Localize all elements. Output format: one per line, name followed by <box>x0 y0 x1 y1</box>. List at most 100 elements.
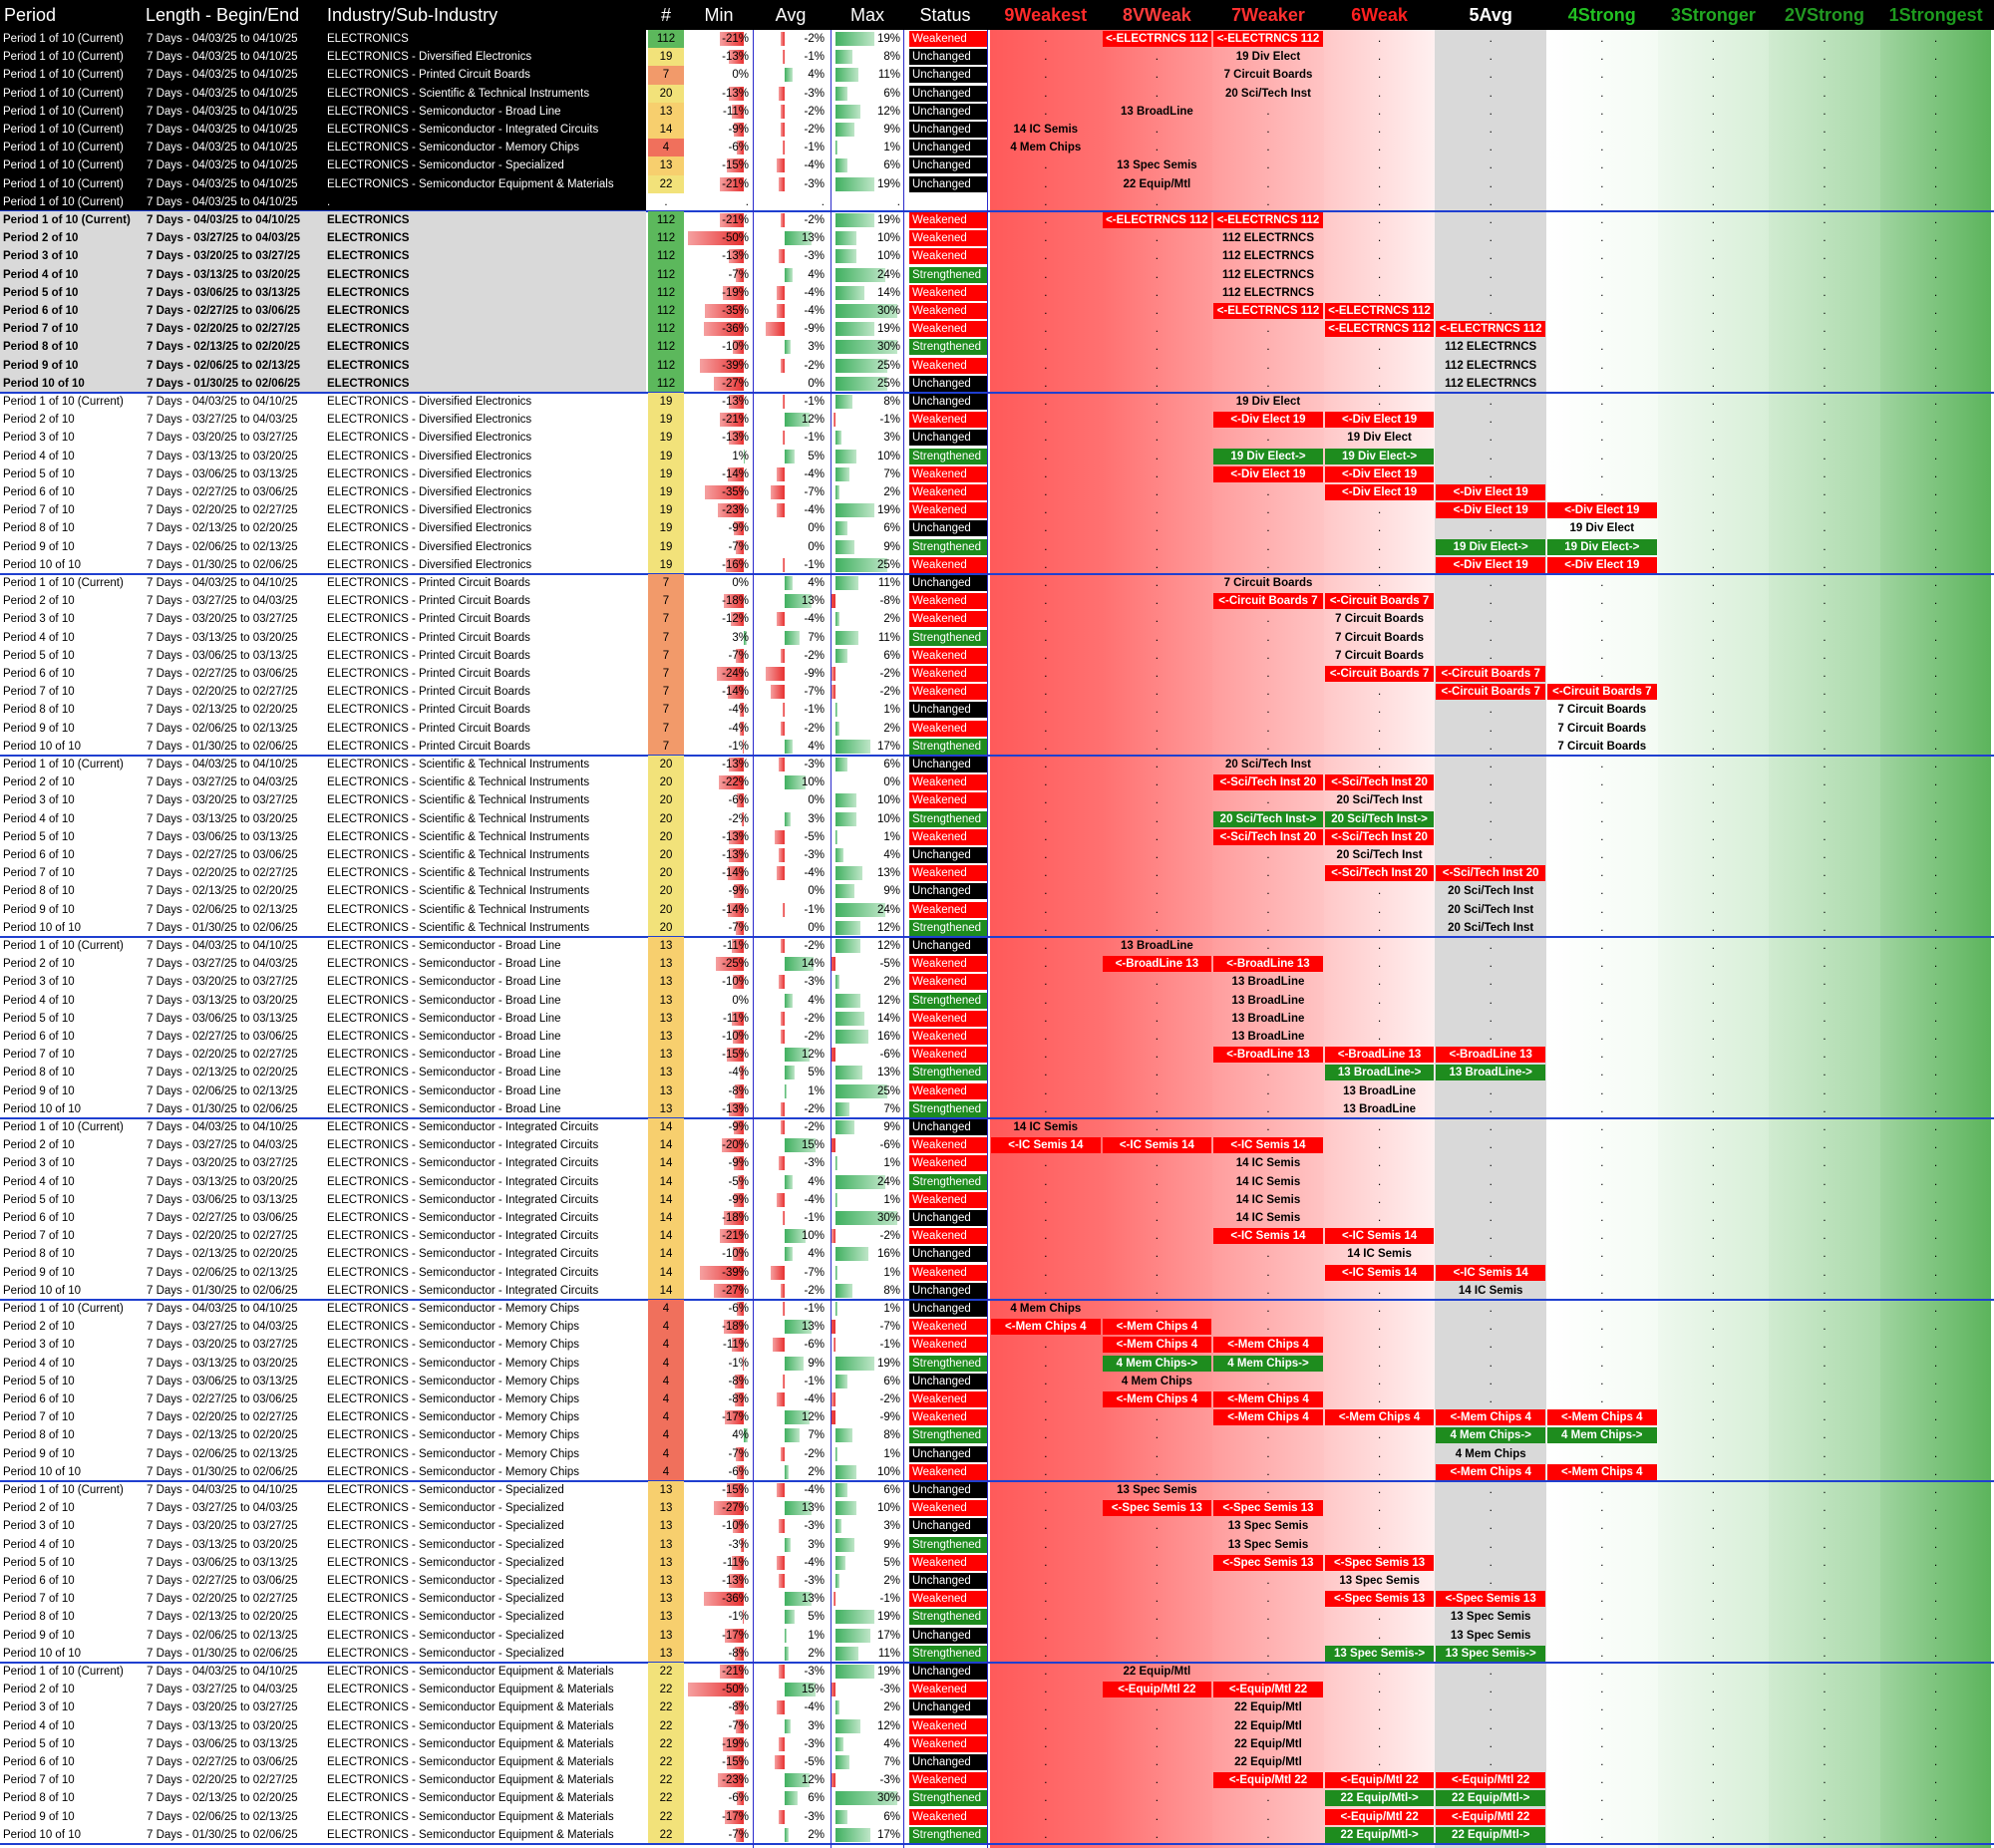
avg-cell: 0% <box>754 882 828 900</box>
min-cell: -13% <box>686 828 752 846</box>
avg-cell: 5% <box>754 1064 828 1081</box>
min-cell-value: -7% <box>729 919 749 937</box>
table-row: Period 3 of 107 Days - 03/20/25 to 03/27… <box>0 1517 1994 1535</box>
max-cell-value: 19% <box>877 501 900 519</box>
rank-empty-cell: . <box>1258 556 1278 574</box>
avg-cell: 3% <box>754 810 828 828</box>
max-cell-value: 17% <box>877 738 900 756</box>
avg-cell-value: 4% <box>808 1173 825 1191</box>
rank-pill: 19 Div Elect-> <box>1547 539 1657 555</box>
avg-cell-bar <box>785 812 791 826</box>
table-row: Period 9 of 107 Days - 02/06/25 to 02/13… <box>0 1082 1994 1100</box>
min-cell: -9% <box>686 882 752 900</box>
length-cell: 7 Days - 02/20/25 to 02/27/25 <box>147 320 326 338</box>
rank-empty-cell: . <box>1147 1046 1166 1064</box>
period-cell: Period 2 of 10 <box>3 955 145 973</box>
max-cell: 2% <box>831 720 903 738</box>
max-cell-value: 1% <box>883 701 900 719</box>
max-cell-value: 17% <box>877 1627 900 1645</box>
table-row: Period 2 of 107 Days - 03/27/25 to 04/03… <box>0 1136 1994 1154</box>
max-cell: 4% <box>831 846 903 864</box>
status-badge: Weakened <box>909 1011 987 1027</box>
rank-pill: 22 Equip/Mtl <box>1103 176 1212 192</box>
table-row: Period 6 of 107 Days - 02/27/25 to 03/06… <box>0 1028 1994 1046</box>
rank-empty-cell: . <box>1147 1227 1166 1245</box>
length-cell: 7 Days - 03/06/25 to 03/13/25 <box>147 465 326 483</box>
rank-empty-cell: . <box>1258 919 1278 937</box>
industry-cell: ELECTRONICS <box>327 266 644 284</box>
min-cell-value: -6% <box>729 1789 749 1807</box>
table-row: Period 5 of 107 Days - 03/06/25 to 03/13… <box>0 1191 1994 1209</box>
rank-pill: <-BroadLine 13 <box>1213 956 1323 972</box>
table-row: Period 1 of 10 (Current)7 Days - 04/03/2… <box>0 1663 1994 1681</box>
header-avg: Avg <box>754 0 828 30</box>
max-cell: 11% <box>831 629 903 647</box>
rank-empty-cell: . <box>1592 465 1612 483</box>
rank-empty-cell: . <box>1481 121 1500 139</box>
count-cell: 13 <box>648 1481 684 1499</box>
avg-cell: -2% <box>754 720 828 738</box>
status-badge: Unchanged <box>909 757 987 772</box>
count-cell: 22 <box>648 1808 684 1826</box>
period-cell: Period 6 of 10 <box>3 1390 145 1408</box>
industry-cell: ELECTRONICS - Diversified Electronics <box>327 48 644 66</box>
rank-empty-cell: . <box>1481 1028 1500 1046</box>
rank-empty-cell: . <box>1370 375 1390 393</box>
avg-cell: . <box>754 193 828 211</box>
rank-pill: 22 Equip/Mtl <box>1213 1754 1323 1770</box>
min-cell: -17% <box>686 1408 752 1426</box>
min-cell-value: -15% <box>722 1046 749 1064</box>
min-cell: -11% <box>686 937 752 955</box>
rank-empty-cell: . <box>1926 247 1946 265</box>
avg-cell: -1% <box>754 1209 828 1227</box>
rank-empty-cell: . <box>1815 1717 1834 1735</box>
rank-empty-cell: . <box>1147 738 1166 756</box>
rank-empty-cell: . <box>1258 1318 1278 1336</box>
industry-cell: ELECTRONICS - Semiconductor - Integrated… <box>327 1173 644 1191</box>
industry-cell: ELECTRONICS - Semiconductor - Specialize… <box>327 1645 644 1663</box>
rank-empty-cell: . <box>1258 629 1278 647</box>
rank-pill: <-IC Semis 14 <box>1436 1265 1545 1281</box>
header-row: Period Length - Begin/End Industry/Sub-I… <box>0 0 1994 30</box>
status-badge: Strengthened <box>909 1356 987 1372</box>
rank-empty-cell: . <box>1592 1227 1612 1245</box>
rank-pill: 20 Sci/Tech Inst <box>1436 883 1545 899</box>
industry-cell: ELECTRONICS - Semiconductor - Broad Line <box>327 1100 644 1118</box>
min-cell: -5% <box>686 1173 752 1191</box>
rank-empty-cell: . <box>1036 1355 1056 1373</box>
max-cell: 5% <box>831 1554 903 1572</box>
rank-empty-cell: . <box>1703 284 1723 302</box>
rank-empty-cell: . <box>1592 882 1612 900</box>
length-cell: 7 Days - 03/27/25 to 04/03/25 <box>147 1681 326 1698</box>
table-row: Period 2 of 107 Days - 03/27/25 to 04/03… <box>0 1318 1994 1336</box>
industry-cell: ELECTRONICS - Scientific & Technical Ins… <box>327 791 644 809</box>
industry-cell: ELECTRONICS - Semiconductor - Specialize… <box>327 1572 644 1590</box>
rank-empty-cell: . <box>1703 973 1723 991</box>
max-cell-bar <box>833 1592 835 1606</box>
min-cell-value: -10% <box>722 1517 749 1535</box>
avg-cell-value: 5% <box>808 448 825 465</box>
rank-empty-cell: . <box>1703 810 1723 828</box>
table-row: Period 10 of 107 Days - 01/30/25 to 02/0… <box>0 1282 1994 1300</box>
period-cell: Period 4 of 10 <box>3 448 145 465</box>
rank-empty-cell: . <box>1926 1010 1946 1028</box>
max-cell: 19% <box>831 211 903 229</box>
max-cell-bar <box>835 286 864 300</box>
table-row: Period 4 of 107 Days - 03/13/25 to 03/20… <box>0 810 1994 828</box>
max-cell: 9% <box>831 882 903 900</box>
rank-empty-cell: . <box>1703 175 1723 193</box>
min-cell-value: -13% <box>722 48 749 66</box>
rank-empty-cell: . <box>1592 1717 1612 1735</box>
avg-cell-value: 0% <box>808 519 825 537</box>
max-cell: 0% <box>831 773 903 791</box>
min-cell: -14% <box>686 465 752 483</box>
table-row: Period 3 of 107 Days - 03/20/25 to 03/27… <box>0 1336 1994 1354</box>
period-cell: Period 1 of 10 (Current) <box>3 1118 145 1136</box>
rank-empty-cell: . <box>1926 483 1946 501</box>
rank-pill: <-BroadLine 13 <box>1103 956 1212 972</box>
avg-cell: -2% <box>754 121 828 139</box>
max-cell-value: 17% <box>877 1826 900 1844</box>
rank-empty-cell: . <box>1481 1118 1500 1136</box>
status-badge: Weakened <box>909 593 987 609</box>
min-cell-value: -12% <box>722 610 749 628</box>
